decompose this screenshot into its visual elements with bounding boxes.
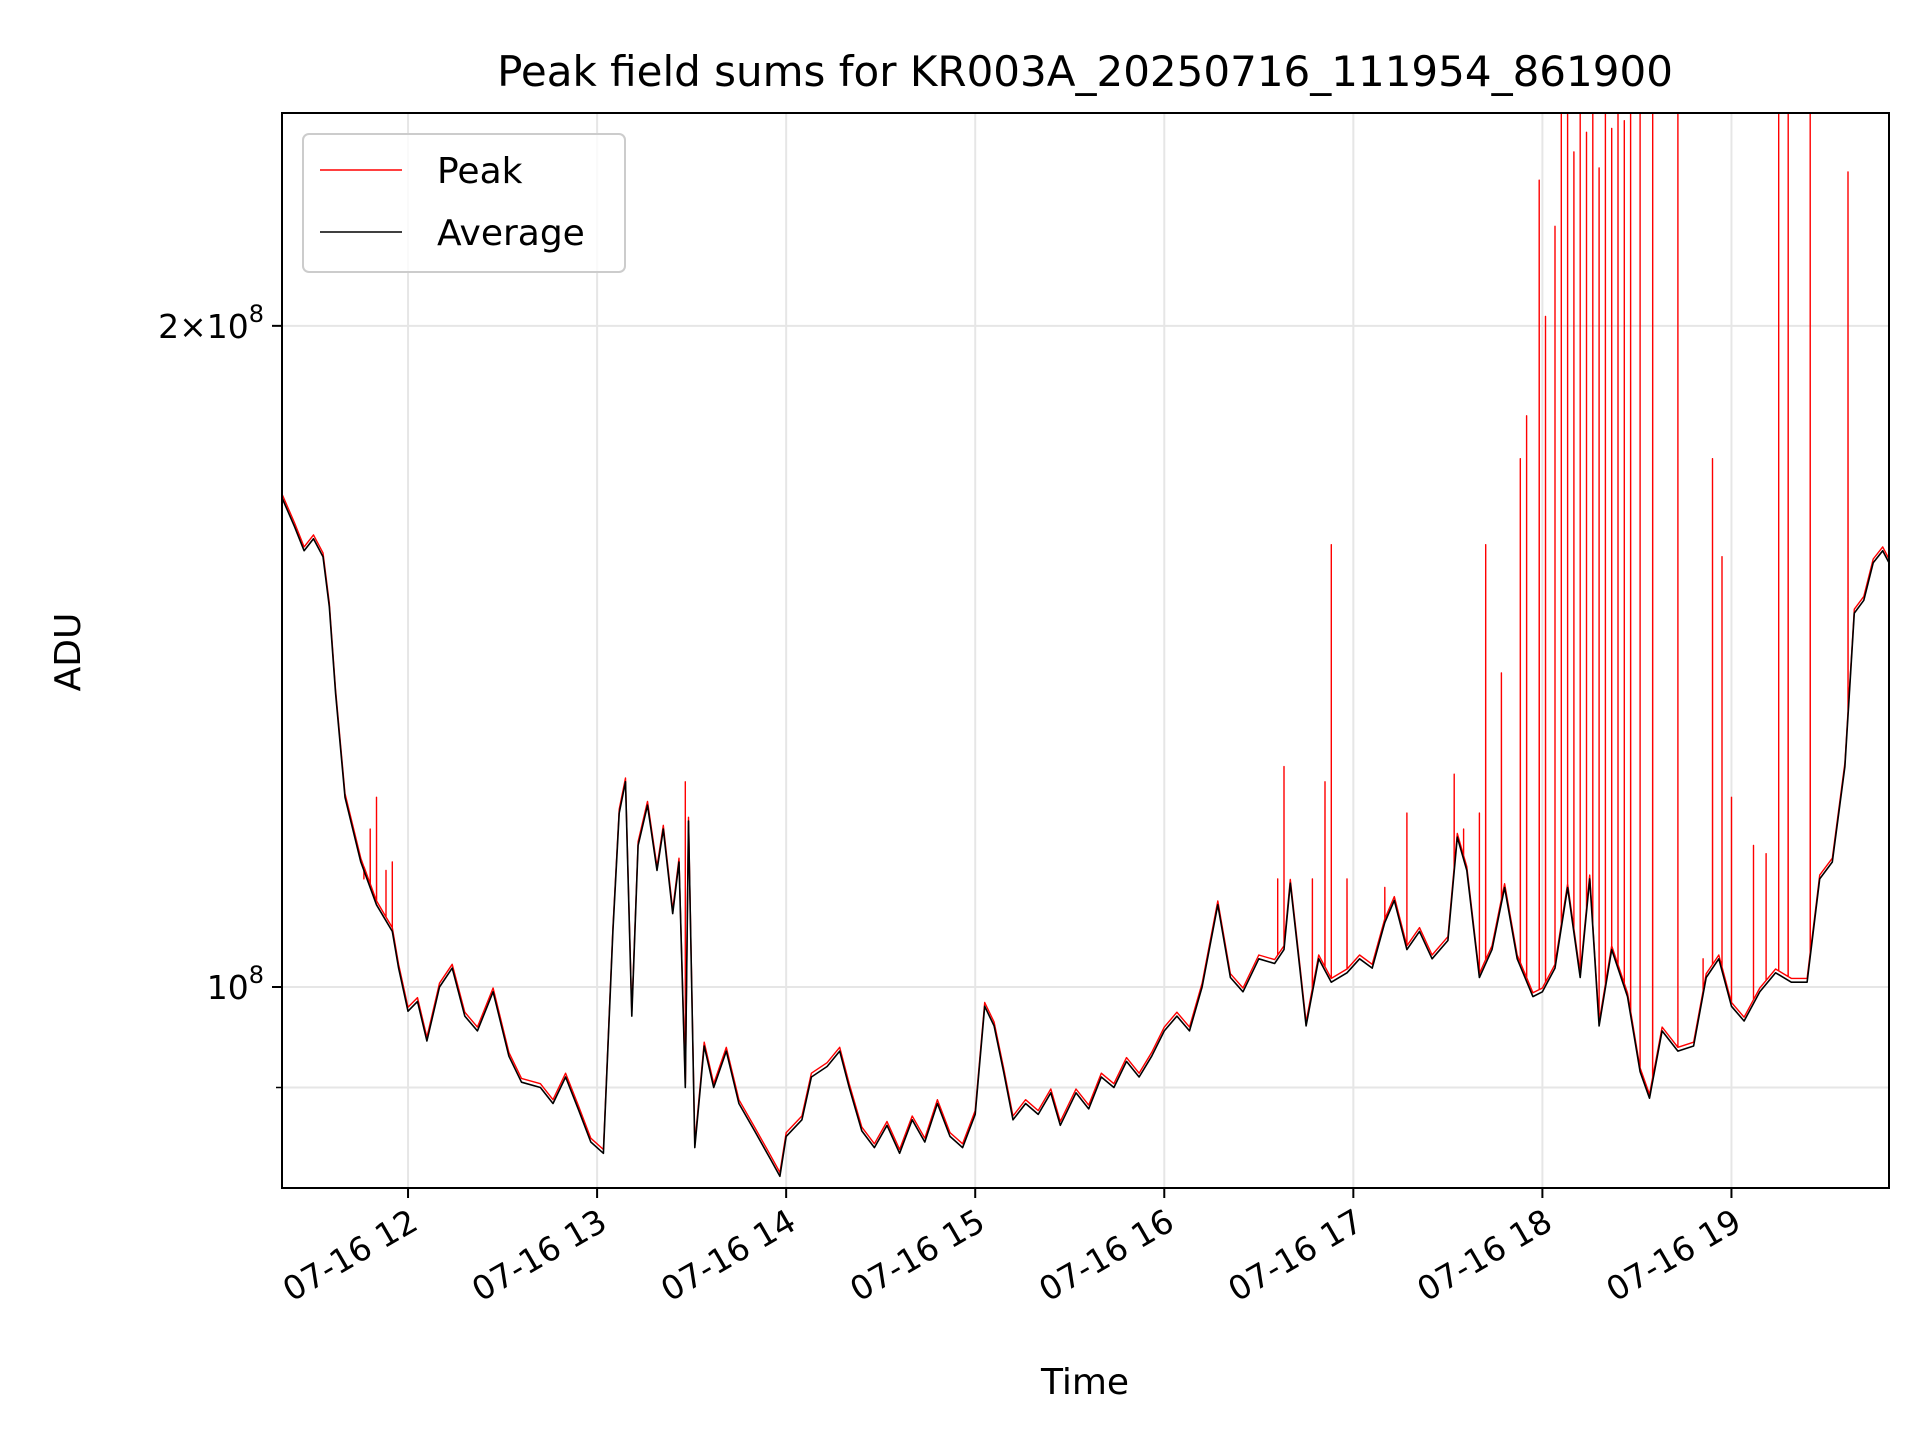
y-tick-label: 108: [207, 961, 264, 1007]
y-tick-label-exponent: 8: [249, 300, 264, 328]
y-tick-label-base: 10: [207, 968, 249, 1007]
legend-box: [302, 133, 626, 273]
series-layer: [281, 112, 1890, 1178]
chart-title: Peak field sums for KR003A_20250716_1119…: [497, 47, 1673, 96]
y-tick-label-exponent: 8: [249, 961, 264, 989]
y-tick-label: 2×108: [158, 300, 264, 346]
legend: Peak Average: [302, 133, 626, 273]
series-line-average: [281, 497, 1890, 1178]
legend-label-average: Average: [437, 213, 585, 254]
plot-frame: [281, 112, 1890, 1189]
y-tick-label-base: 2×10: [158, 307, 249, 346]
x-axis-label: Time: [1040, 1362, 1129, 1403]
legend-label-peak: Peak: [437, 151, 523, 192]
y-axis-label: ADU: [48, 613, 89, 692]
grid: [282, 113, 1889, 1188]
